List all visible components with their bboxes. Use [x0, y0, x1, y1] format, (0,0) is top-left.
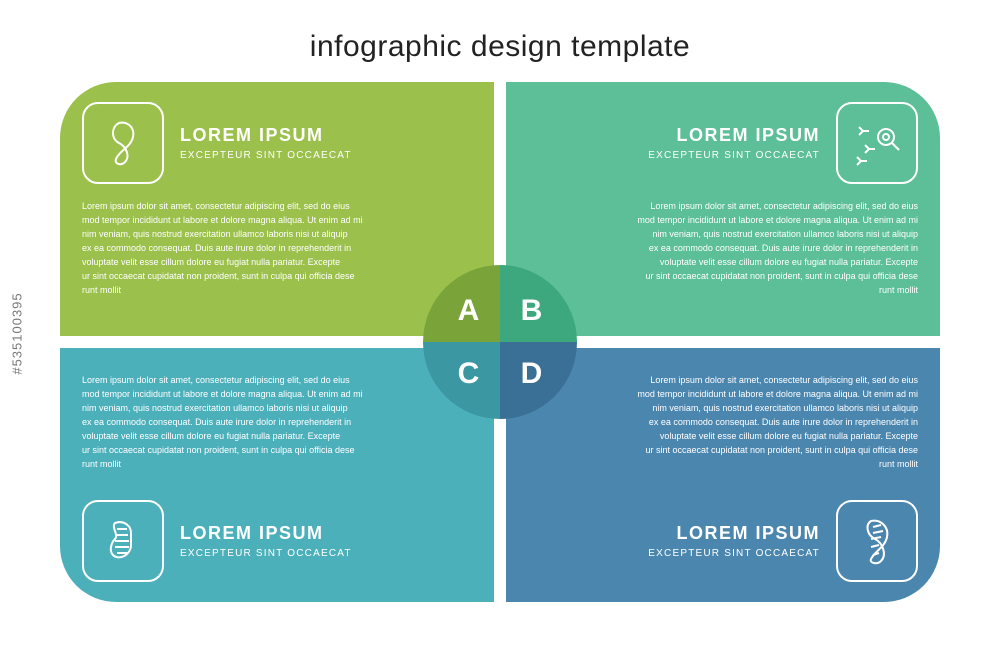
panel-d-header: LOREM IPSUM EXCEPTEUR SINT OCCAECAT — [528, 494, 918, 588]
panel-b-heading-group: LOREM IPSUM EXCEPTEUR SINT OCCAECAT — [648, 125, 820, 161]
panel-d-subheading: EXCEPTEUR SINT OCCAECAT — [648, 548, 820, 559]
tread-print-icon — [836, 500, 918, 582]
panel-b-body: Lorem ipsum dolor sit amet, consectetur … — [528, 200, 918, 298]
watermark-strip: #535100395 — [0, 0, 34, 666]
panel-b-subheading: EXCEPTEUR SINT OCCAECAT — [648, 150, 820, 161]
panel-c-heading-group: LOREM IPSUM EXCEPTEUR SINT OCCAECAT — [180, 523, 352, 559]
shoe-sole-icon — [82, 102, 164, 184]
tracks-magnifier-icon — [836, 102, 918, 184]
boot-print-icon — [82, 500, 164, 582]
panel-c-body: Lorem ipsum dolor sit amet, consectetur … — [82, 374, 472, 472]
panel-b-heading: LOREM IPSUM — [648, 125, 820, 146]
panel-d-heading-group: LOREM IPSUM EXCEPTEUR SINT OCCAECAT — [648, 523, 820, 559]
badge-b: B — [500, 265, 577, 342]
watermark-text: #535100395 — [10, 292, 25, 374]
badge-c: C — [423, 342, 500, 419]
panel-a-heading-group: LOREM IPSUM EXCEPTEUR SINT OCCAECAT — [180, 125, 352, 161]
panel-grid: LOREM IPSUM EXCEPTEUR SINT OCCAECAT Lore… — [60, 82, 940, 602]
panel-a-body: Lorem ipsum dolor sit amet, consectetur … — [82, 200, 472, 298]
panel-a-heading: LOREM IPSUM — [180, 125, 352, 146]
panel-c-heading: LOREM IPSUM — [180, 523, 352, 544]
center-badge-cluster: A B C D — [423, 265, 577, 419]
panel-c-header: LOREM IPSUM EXCEPTEUR SINT OCCAECAT — [82, 494, 472, 588]
panel-d-body: Lorem ipsum dolor sit amet, consectetur … — [528, 374, 918, 472]
panel-c-subheading: EXCEPTEUR SINT OCCAECAT — [180, 548, 352, 559]
infographic-canvas: infographic design template LOREM IPSUM … — [50, 30, 950, 636]
panel-d-heading: LOREM IPSUM — [648, 523, 820, 544]
badge-a: A — [423, 265, 500, 342]
panel-a-subheading: EXCEPTEUR SINT OCCAECAT — [180, 150, 352, 161]
badge-d: D — [500, 342, 577, 419]
panel-b-header: LOREM IPSUM EXCEPTEUR SINT OCCAECAT — [528, 96, 918, 190]
panel-a-header: LOREM IPSUM EXCEPTEUR SINT OCCAECAT — [82, 96, 472, 190]
page-title: infographic design template — [50, 30, 950, 64]
